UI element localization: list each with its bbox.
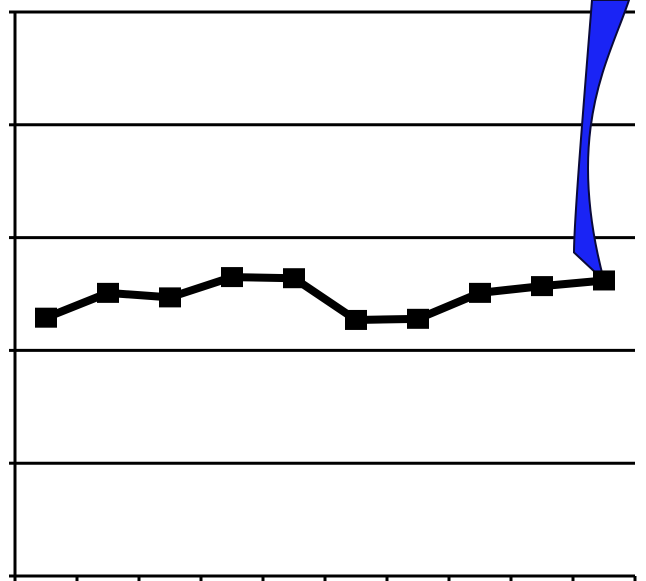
series-group (35, 267, 615, 330)
data-point-2 (97, 282, 119, 303)
axes (9, 10, 637, 581)
forecast-band (572, 0, 631, 284)
data-point-6 (345, 309, 367, 330)
series-line (44, 273, 605, 324)
data-point-7 (407, 308, 429, 329)
data-point-9 (531, 276, 553, 297)
data-point-4 (221, 267, 243, 288)
data-point-10 (593, 270, 615, 291)
data-point-8 (469, 282, 491, 303)
data-point-5 (283, 268, 305, 289)
data-point-1 (35, 307, 57, 328)
data-point-3 (159, 287, 181, 308)
forecast-ribbon (572, 0, 631, 284)
